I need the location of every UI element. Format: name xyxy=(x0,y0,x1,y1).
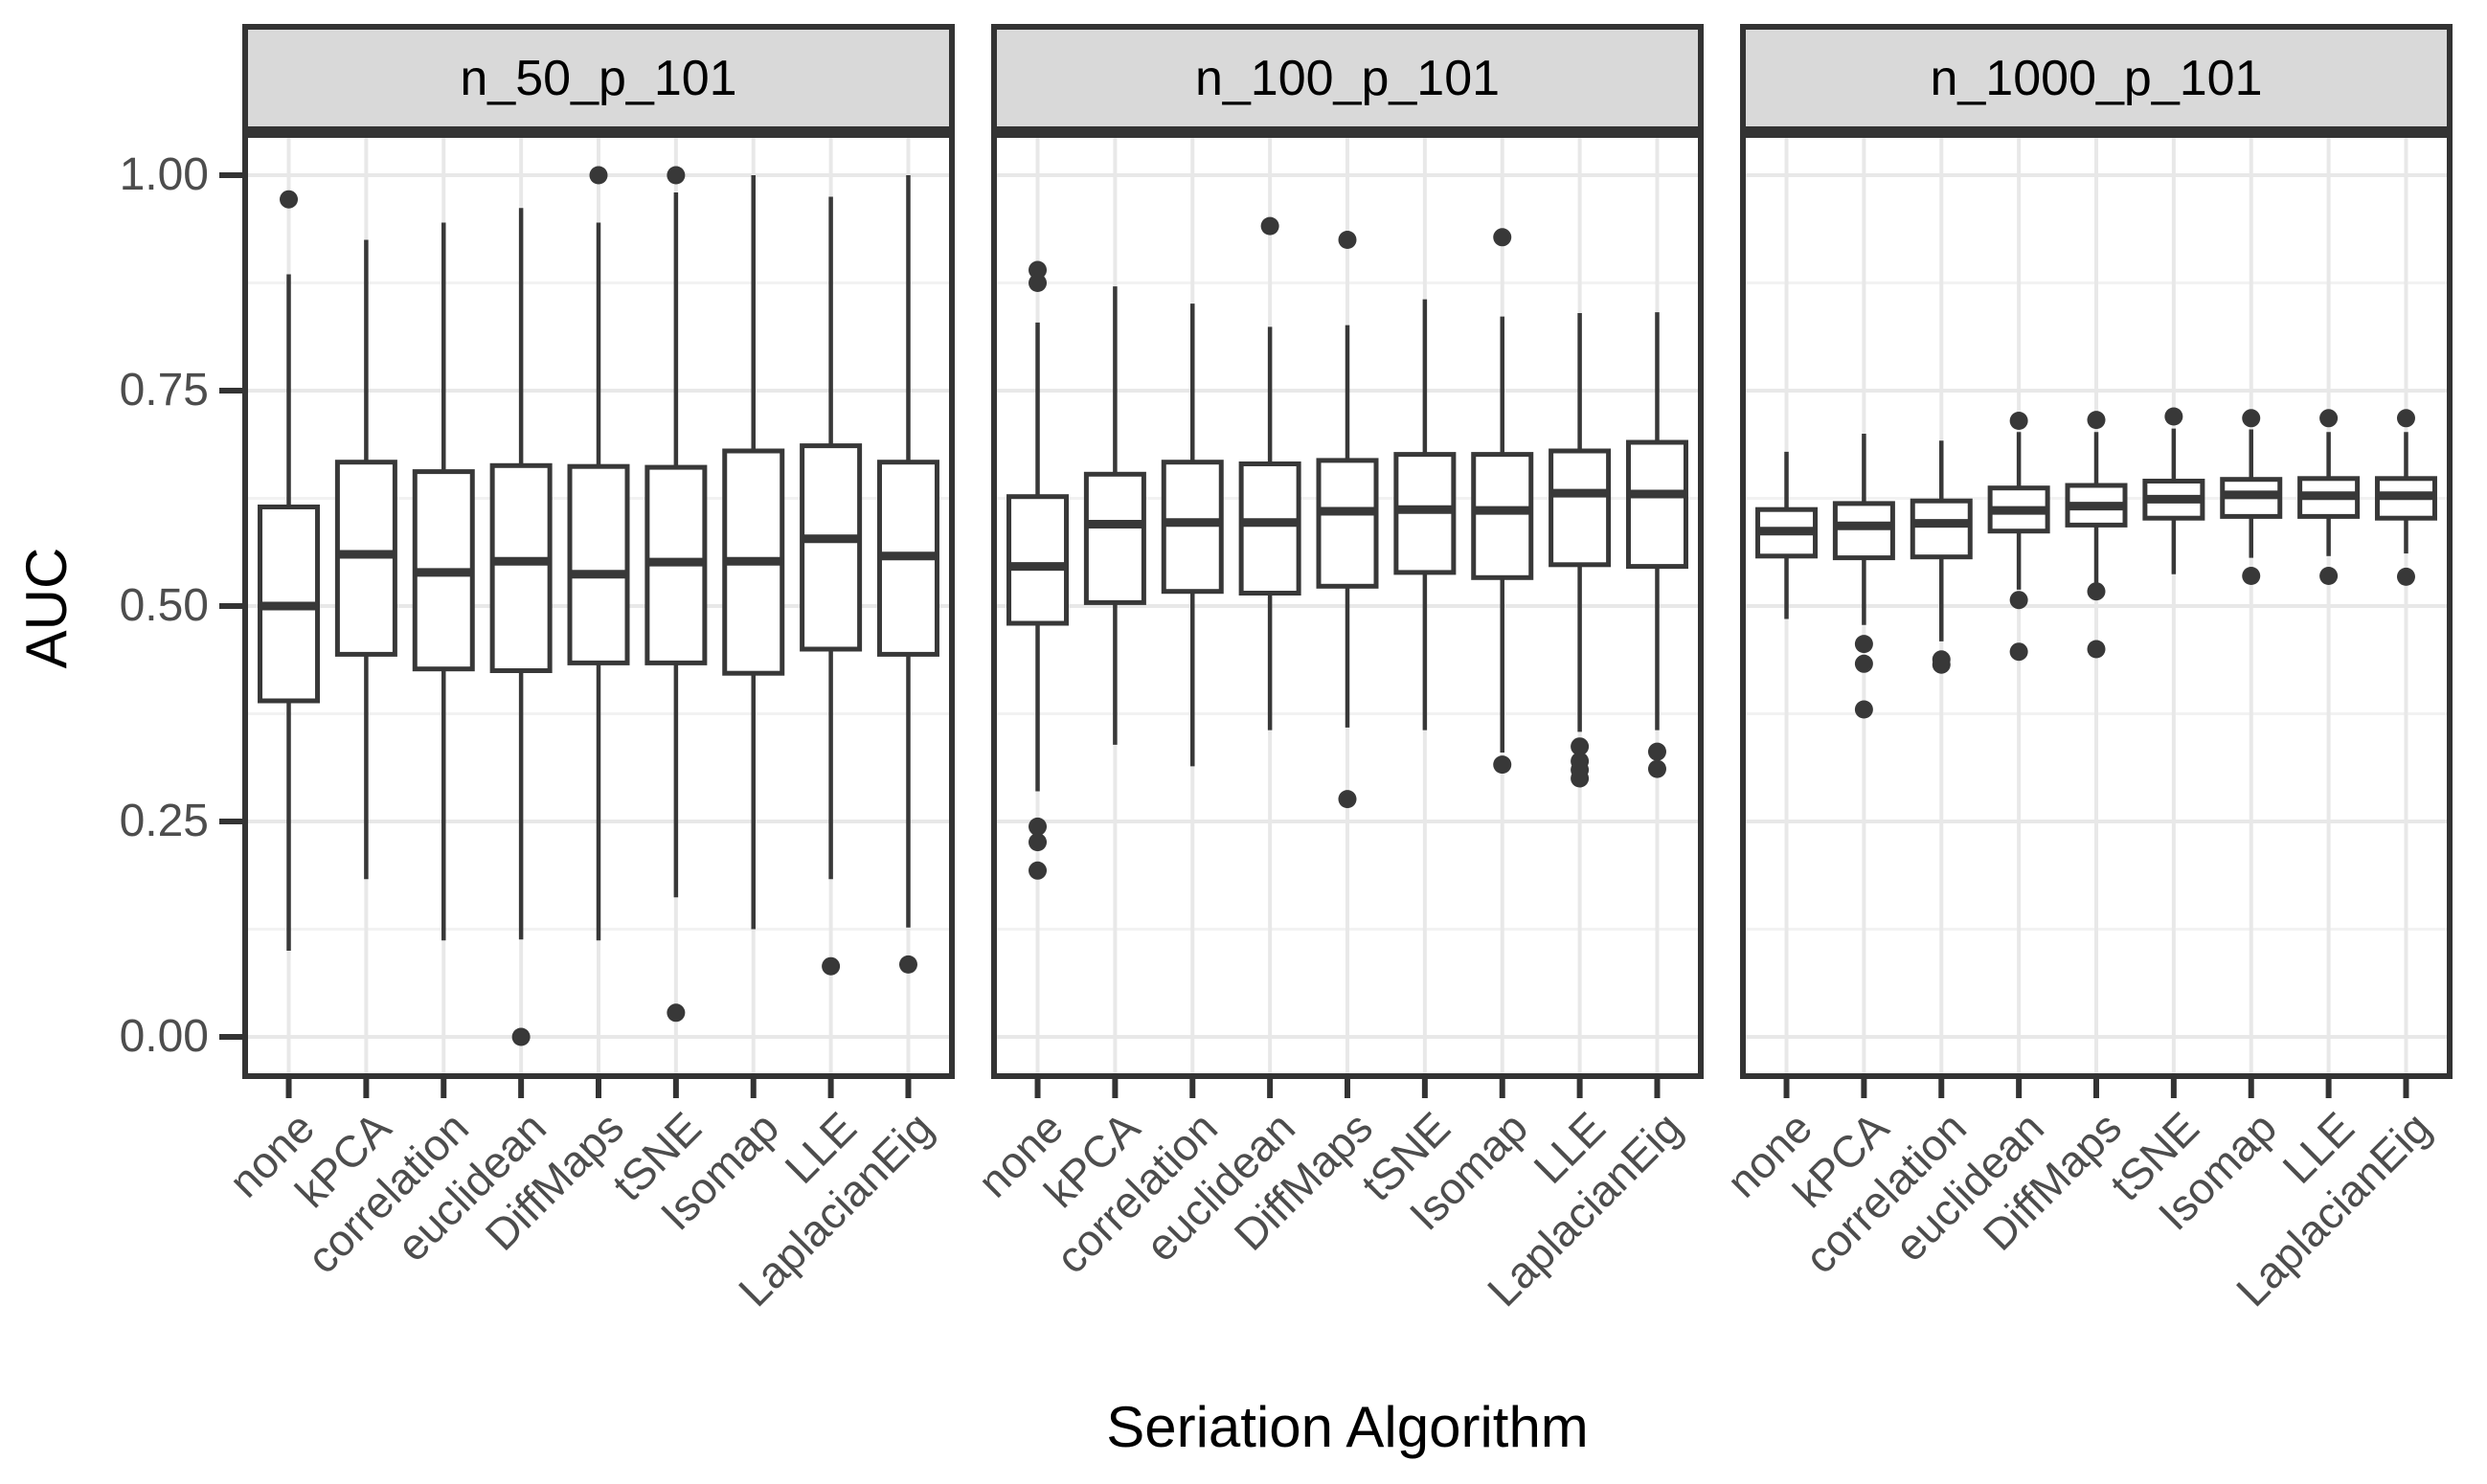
y-tick-mark xyxy=(219,172,242,178)
outlier-point xyxy=(2396,567,2415,586)
outlier-point xyxy=(2242,409,2261,428)
iqr-box xyxy=(1006,494,1070,626)
y-tick-mark xyxy=(219,603,242,609)
outlier-point xyxy=(2164,407,2183,426)
boxplot-tSNE xyxy=(644,166,708,1023)
boxplot-Isomap xyxy=(722,175,785,930)
outlier-point xyxy=(1647,759,1666,778)
boxplot-LaplacianEig xyxy=(1625,312,1688,778)
outlier-point xyxy=(1493,755,1512,775)
y-tick-label: 1.00 xyxy=(119,149,209,200)
outlier-point xyxy=(1571,737,1590,756)
outlier-point xyxy=(1571,769,1590,788)
iqr-box xyxy=(1625,439,1688,570)
boxplot-Isomap xyxy=(1471,228,1534,775)
outlier-point xyxy=(667,1003,686,1023)
y-tick-label: 0.75 xyxy=(119,365,209,416)
outlier-point xyxy=(1493,228,1512,247)
outlier-point xyxy=(589,166,608,185)
outlier-point xyxy=(822,956,841,976)
iqr-box xyxy=(1471,452,1534,580)
boxplot-DiffMaps xyxy=(567,166,630,941)
panel-border xyxy=(242,132,955,1079)
facet-plot-n_50_p_101 xyxy=(242,132,955,1098)
outlier-point xyxy=(2242,567,2261,585)
facet-strip-n_50_p_101: n_50_p_101 xyxy=(242,24,955,132)
iqr-box xyxy=(489,462,553,673)
outlier-point xyxy=(1932,655,1951,674)
boxplot-correlation xyxy=(412,222,475,941)
outlier-point xyxy=(1029,817,1048,836)
outlier-point xyxy=(1338,790,1357,809)
outlier-point xyxy=(2087,640,2106,659)
iqr-box xyxy=(1910,498,1973,560)
iqr-box xyxy=(800,443,863,652)
boxplot-LaplacianEig xyxy=(2374,409,2437,586)
iqr-box xyxy=(567,463,630,665)
outlier-point xyxy=(1854,700,1873,719)
facet-plot-n_100_p_101 xyxy=(991,132,1704,1098)
y-tick-mark xyxy=(219,819,242,824)
outlier-point xyxy=(280,190,299,209)
panel-border xyxy=(1740,132,2453,1079)
outlier-point xyxy=(667,166,686,185)
outlier-point xyxy=(2319,409,2339,428)
boxplot-euclidean xyxy=(1987,412,2050,662)
iqr-box xyxy=(1832,501,1895,561)
boxplot-kPCA xyxy=(1832,434,1895,719)
iqr-box xyxy=(1238,461,1301,596)
boxplot-euclidean xyxy=(1238,216,1301,731)
boxplot-correlation xyxy=(1910,440,1973,674)
boxplot-kPCA xyxy=(334,239,397,880)
iqr-box xyxy=(1549,448,1612,568)
boxplot-correlation xyxy=(1161,304,1224,767)
iqr-box xyxy=(1083,471,1146,605)
outlier-point xyxy=(511,1027,531,1046)
outlier-point xyxy=(2396,409,2415,428)
outlier-point xyxy=(2009,591,2028,610)
outlier-point xyxy=(1338,231,1357,249)
iqr-box xyxy=(1316,458,1379,589)
outlier-point xyxy=(2087,582,2106,601)
y-tick-mark xyxy=(219,1034,242,1040)
facet-plot-n_1000_p_101 xyxy=(1740,132,2453,1098)
facet-strip-n_100_p_101: n_100_p_101 xyxy=(991,24,1704,132)
boxplot-kPCA xyxy=(1083,286,1146,745)
boxplot-DiffMaps xyxy=(1316,231,1379,809)
boxplot-Isomap xyxy=(2220,409,2283,585)
boxplot-LLE xyxy=(1549,313,1612,788)
boxplot-DiffMaps xyxy=(2065,411,2128,659)
boxplot-none xyxy=(1755,451,1819,619)
outlier-point xyxy=(2009,642,2028,662)
outlier-point xyxy=(1029,833,1048,852)
outlier-point xyxy=(2087,411,2106,430)
outlier-point xyxy=(2009,412,2028,430)
outlier-point xyxy=(1647,742,1666,761)
y-tick-label: 0.25 xyxy=(119,796,209,846)
outlier-point xyxy=(1029,274,1048,292)
panel-border xyxy=(991,132,1704,1079)
facet-strip-n_1000_p_101: n_1000_p_101 xyxy=(1740,24,2453,132)
boxplot-LLE xyxy=(2297,409,2361,585)
outlier-point xyxy=(2319,567,2339,585)
outlier-point xyxy=(898,955,917,974)
x-axis-title: Seriation Algorithm xyxy=(1106,1395,1589,1459)
boxplot-tSNE xyxy=(1393,299,1457,731)
y-tick-label: 0.50 xyxy=(119,580,209,631)
y-tick-label: 0.00 xyxy=(119,1011,209,1062)
boxplot-LLE xyxy=(800,196,863,976)
outlier-point xyxy=(1854,654,1873,673)
boxplot-tSNE xyxy=(2142,407,2205,574)
outlier-point xyxy=(1029,260,1048,280)
outlier-point xyxy=(1260,216,1279,236)
boxplot-none xyxy=(1006,260,1070,880)
boxplot-euclidean xyxy=(489,208,553,1046)
boxplot-none xyxy=(258,190,321,951)
outlier-point xyxy=(1854,635,1873,654)
y-tick-mark xyxy=(219,388,242,393)
boxplot-LaplacianEig xyxy=(876,175,939,974)
outlier-point xyxy=(1029,861,1048,880)
